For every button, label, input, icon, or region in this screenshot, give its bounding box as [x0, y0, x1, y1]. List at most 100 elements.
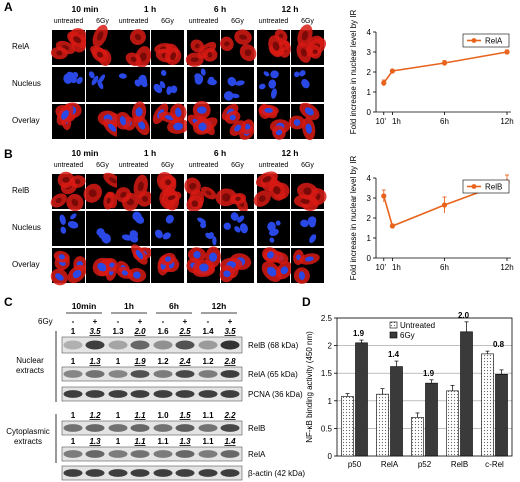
- densitometry-value: 1.3: [89, 357, 101, 366]
- protein-band: [108, 370, 128, 378]
- cell-nucleus: [301, 79, 310, 89]
- densitometry-value: 1.2: [89, 411, 101, 420]
- data-point: [389, 68, 396, 74]
- cell-nucleus: [194, 73, 202, 81]
- cell-nucleus: [164, 256, 171, 262]
- cell-nucleus: [193, 250, 201, 259]
- micrograph-overlay: [219, 248, 254, 283]
- cell-nucleus: [198, 122, 207, 131]
- cell-nucleus: [91, 75, 99, 86]
- cyto-group-label: Cytoplasmic: [6, 427, 50, 436]
- condition-label: 6Gy: [161, 162, 174, 169]
- cell-nucleus: [298, 271, 305, 281]
- cell-nucleus: [223, 270, 231, 278]
- protein-band: [63, 469, 83, 477]
- densitometry-value: 1: [116, 357, 121, 366]
- bar-6gy: [460, 331, 473, 457]
- cell-nucleus: [294, 71, 300, 78]
- protein-band: [130, 370, 150, 378]
- cell-nucleus: [135, 249, 144, 260]
- dose-sign: -: [72, 317, 75, 326]
- blot-timepoint: 6h: [169, 301, 179, 311]
- data-point: [441, 60, 448, 66]
- micrograph-overlay: [86, 248, 119, 283]
- cell-nucleus: [309, 234, 317, 244]
- condition-label: untreated: [259, 18, 289, 25]
- cell-nucleus: [71, 72, 79, 79]
- micrograph-nucleus: [221, 211, 254, 246]
- y-tick-label: 3: [367, 48, 372, 57]
- plot-frame: [336, 317, 513, 457]
- cell-nuclear-region: [62, 177, 70, 183]
- cell-nucleus: [138, 120, 146, 130]
- cell-nuclear-region: [258, 195, 266, 202]
- densitometry-value: 1.4: [224, 437, 236, 446]
- cell-nucleus: [207, 232, 214, 240]
- fold-annotation: 1.9: [423, 369, 435, 378]
- blot-membrane: [61, 366, 243, 382]
- cell-nuclear-region: [207, 51, 213, 58]
- cell-nucleus: [170, 85, 178, 94]
- micrograph-nucleus: [291, 67, 324, 102]
- cell-nuclear-region: [71, 198, 79, 207]
- cell-nuclear-region: [221, 193, 231, 202]
- bar-untreated: [481, 353, 494, 457]
- blot-strip: [61, 465, 243, 481]
- y-axis-label: Fold increase in nuclear level by IR: [349, 10, 358, 135]
- cell-nucleus: [175, 107, 182, 118]
- micrograph-overlay: [114, 101, 150, 139]
- cell-nucleus: [108, 123, 117, 132]
- timepoint-label: 12 h: [281, 4, 298, 14]
- protein-band: [220, 469, 240, 477]
- dose-sign: -: [207, 317, 210, 326]
- cell-nucleus: [244, 123, 251, 130]
- micrograph-overlay: [291, 248, 324, 284]
- y-tick-label: 1: [367, 234, 372, 243]
- micrograph-relb: [50, 171, 86, 212]
- cell-nuclear-region: [244, 49, 252, 57]
- blot-membrane: [61, 420, 243, 436]
- densitometry-value: 1.1: [202, 411, 214, 420]
- x-tick-label: 12h: [500, 117, 513, 126]
- row-label: RelA: [12, 42, 30, 51]
- cell-nuclear-region: [170, 52, 177, 61]
- panel-label-c: C: [4, 295, 13, 309]
- cell-nucleus: [270, 88, 277, 99]
- micrograph-rela: [220, 29, 257, 65]
- timepoint-label: 12 h: [281, 148, 298, 158]
- cell-nucleus: [159, 81, 166, 89]
- cell-nucleus: [59, 214, 66, 225]
- cell-nuclear-region: [74, 179, 81, 185]
- cell-nuclear-region: [262, 176, 272, 183]
- densitometry-value: 1.9: [134, 357, 146, 366]
- blot-timepoint: 10min: [72, 301, 97, 311]
- cell-nucleus: [270, 70, 279, 79]
- timepoint-label: 1 h: [144, 148, 156, 158]
- densitometry-value: 2.2: [223, 411, 236, 420]
- cell-nuclear-region: [56, 50, 63, 56]
- row-label: RelB: [12, 186, 29, 195]
- x-tick-label: c-Rel: [485, 460, 504, 469]
- densitometry-value: 1: [116, 437, 121, 446]
- x-tick-label: 10': [376, 117, 387, 126]
- densitometry-value: 3.5: [224, 327, 236, 336]
- x-tick-label: 12h: [500, 263, 513, 272]
- cell-nuclear-region: [235, 196, 241, 201]
- cell-nuclear-region: [239, 34, 248, 40]
- protein-band: [153, 424, 173, 432]
- y-tick-label: 2: [328, 342, 333, 351]
- condition-label: untreated: [189, 18, 219, 25]
- blot-timepoint: 1h: [124, 301, 134, 311]
- bar-untreated: [446, 390, 459, 457]
- panel-label-b: B: [4, 147, 13, 161]
- cell-nucleus: [119, 116, 127, 126]
- cell-nucleus: [304, 107, 314, 116]
- densitometry-value: 1: [71, 411, 76, 420]
- cell-nuclear-region: [190, 57, 199, 62]
- cell-nuclear-region: [109, 177, 117, 184]
- blot-membrane: [61, 465, 243, 481]
- bar-untreated: [376, 393, 389, 457]
- cell-nucleus: [268, 79, 277, 89]
- protein-band: [108, 450, 128, 458]
- cell-nucleus: [299, 70, 306, 77]
